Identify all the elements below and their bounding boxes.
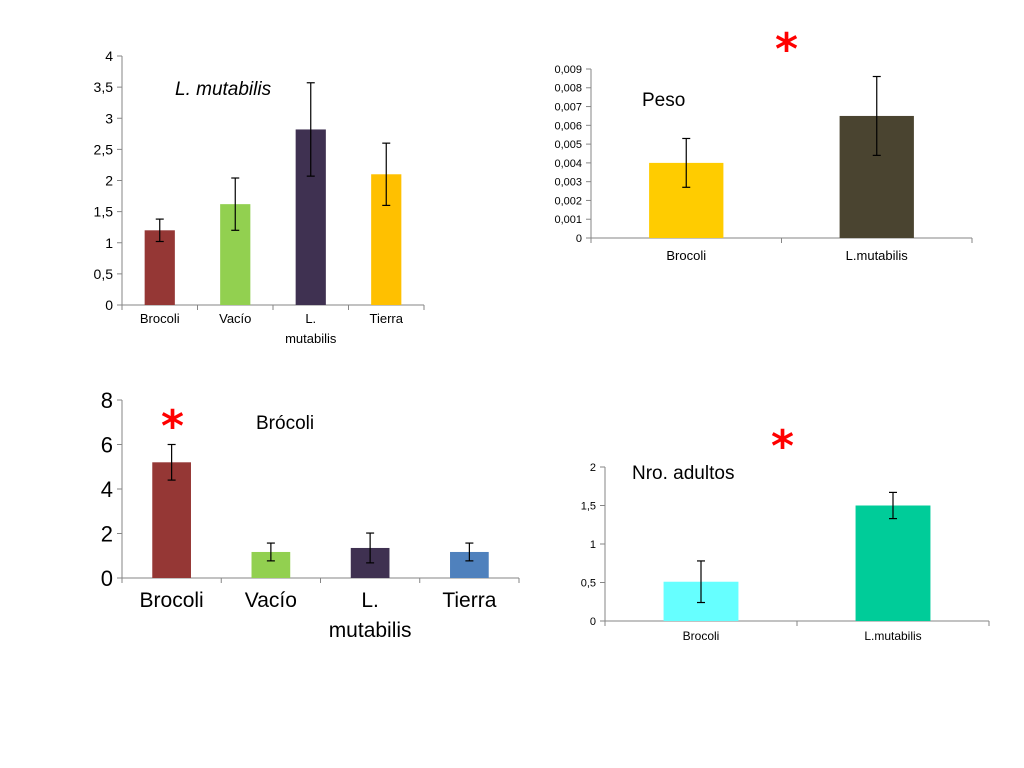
- category-label: Tierra: [370, 311, 404, 326]
- y-tick-label: 1: [590, 539, 596, 551]
- y-tick-label: 0: [576, 233, 582, 245]
- y-tick-label: 2: [101, 521, 113, 546]
- chart-l-mutabilis: 0 0,5 1 1,5 2 2,5 3 3,5 4 Brocoli Vacío L. mutabilis…: [60, 38, 440, 368]
- category-label: L.mutabilis: [864, 629, 921, 643]
- y-tick-label: 0,003: [554, 177, 582, 189]
- significance-asterisk-brocoli: *: [161, 405, 184, 449]
- chart-nro-adultos: 0 0,5 1 1,5 2 Brocoli L.mutabilis Nro. adultos: [560, 455, 1010, 655]
- y-tick-label: 3,5: [94, 79, 114, 95]
- y-tick-label: 0,009: [554, 64, 582, 76]
- y-tick-label: 0,004: [554, 158, 582, 170]
- chart-title: Peso: [642, 90, 685, 111]
- y-tick-label: 1,5: [581, 500, 596, 512]
- chart-peso: 0 0,001 0,002 0,003 0,004 0,005 0,006 0,007 0,00…: [520, 55, 990, 280]
- y-tick-label: 2: [590, 462, 596, 474]
- y-tick-label: 0,008: [554, 83, 582, 95]
- category-label: L.mutabilis: [329, 589, 412, 642]
- y-tick-label: 4: [105, 48, 113, 64]
- chart-brocoli: 0 2 4 6 8 Brocoli Vacío L. mutabilis Tierra Bróco…: [60, 380, 540, 660]
- category-label: Brocoli: [683, 629, 720, 643]
- category-label: Vacío: [219, 311, 251, 326]
- category-label: Brocoli: [666, 248, 706, 263]
- category-label: Brocoli: [140, 589, 204, 612]
- category-label: Brocoli: [140, 311, 180, 326]
- category-label: Tierra: [442, 589, 496, 612]
- y-tick-label: 1: [105, 235, 113, 251]
- y-tick-label: 0: [105, 297, 113, 313]
- category-label: L.mutabilis: [285, 311, 337, 346]
- significance-asterisk-peso: *: [775, 28, 798, 72]
- y-tick-label: 0,5: [94, 266, 114, 282]
- chart-title: Nro. adultos: [632, 463, 734, 484]
- category-label: L.mutabilis: [846, 248, 909, 263]
- y-tick-label: 1,5: [94, 204, 114, 220]
- y-tick-label: 4: [101, 477, 113, 502]
- y-tick-label: 0,001: [554, 214, 582, 226]
- y-tick-label: 0,005: [554, 139, 582, 151]
- y-tick-label: 0: [590, 616, 596, 628]
- y-tick-label: 0,006: [554, 120, 582, 132]
- y-tick-label: 2: [105, 173, 113, 189]
- y-tick-label: 8: [101, 388, 113, 413]
- y-tick-label: 0: [101, 566, 113, 591]
- y-tick-label: 0,002: [554, 195, 582, 207]
- y-tick-label: 0,5: [581, 577, 596, 589]
- bar-l-mutabilis: [856, 506, 931, 622]
- chart-title: L. mutabilis: [175, 79, 272, 100]
- significance-asterisk-nro-adultos: *: [771, 425, 794, 469]
- y-tick-label: 2,5: [94, 141, 114, 157]
- slide-canvas: 0 0,5 1 1,5 2 2,5 3 3,5 4 Brocoli Vacío L. mutabilis…: [0, 0, 1024, 768]
- chart-title: Brócoli: [256, 413, 314, 434]
- y-tick-label: 3: [105, 110, 113, 126]
- y-tick-label: 6: [101, 432, 113, 457]
- y-tick-label: 0,007: [554, 102, 582, 114]
- category-label: Vacío: [245, 589, 297, 612]
